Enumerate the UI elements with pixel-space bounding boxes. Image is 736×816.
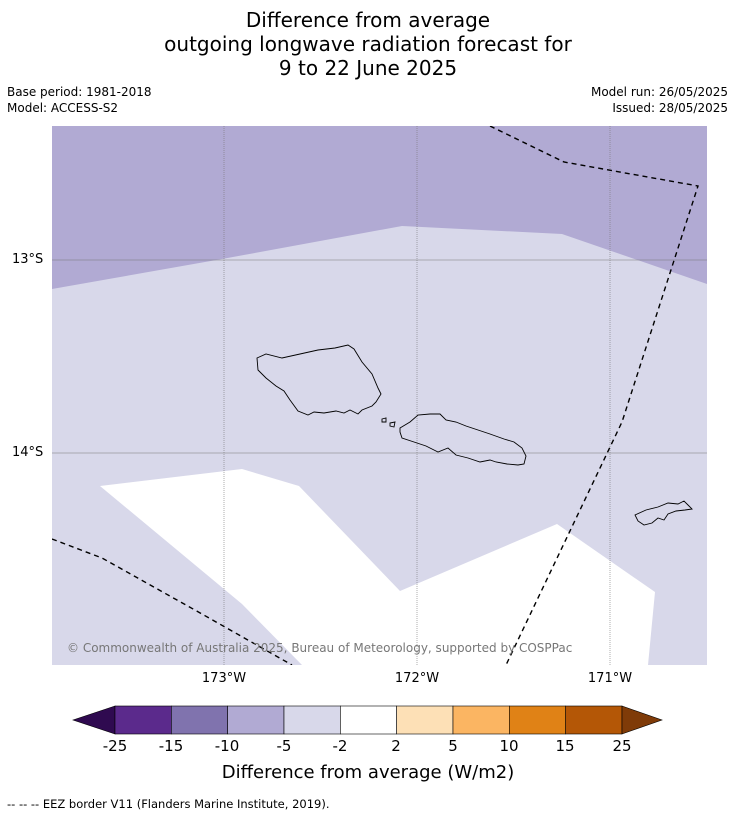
- tutuila-island: [634, 500, 693, 526]
- manono-island: [381, 417, 387, 423]
- title-line-3: 9 to 22 June 2025: [278, 56, 458, 80]
- eez-border-south: [52, 538, 293, 665]
- issued-date: Issued: 28/05/2025: [612, 101, 728, 115]
- colorbar-tick: -5: [276, 737, 292, 755]
- colorbar-tick: 25: [612, 737, 632, 755]
- colorbar-segment: [396, 705, 454, 735]
- eez-legend: -- -- -- EEZ border V11 (Flanders Marine…: [7, 797, 330, 811]
- model-run: Model run: 26/05/2025: [590, 85, 728, 99]
- colorbar-tick: -2: [332, 737, 348, 755]
- colorbar-tick: -10: [214, 737, 240, 755]
- colorbar-tick: 5: [448, 737, 458, 755]
- colorbar-segment: [340, 705, 397, 735]
- colorbar-title: Difference from average (W/m2): [221, 762, 515, 783]
- upolu-island: [399, 413, 527, 466]
- lon-label-172w: 172°W: [394, 671, 440, 686]
- colorbar-segment: [114, 705, 172, 735]
- colorbar-segment: [227, 705, 285, 735]
- anomaly-region-medium: [52, 126, 707, 289]
- colorbar-segment: [452, 705, 510, 735]
- coastlines: [256, 344, 693, 526]
- colorbar-segment: [171, 705, 228, 735]
- colorbar-segment: [509, 705, 566, 735]
- colorbar-tick: 15: [555, 737, 575, 755]
- colorbar-tick: 2: [391, 737, 401, 755]
- eez-border: [52, 126, 699, 665]
- apolima-island: [389, 421, 396, 428]
- savaii-island: [256, 344, 382, 416]
- map-svg: [52, 126, 707, 665]
- base-period: Base period: 1981-2018: [7, 85, 152, 99]
- model-name: Model: ACCESS-S2: [7, 101, 119, 115]
- title-line-2: outgoing longwave radiation forecast for: [164, 32, 572, 56]
- eez-border-east: [489, 126, 699, 665]
- lon-label-171w: 171°W: [587, 671, 633, 686]
- copyright-notice: © Commonwealth of Australia 2025, Bureau…: [67, 641, 573, 655]
- lon-label-173w: 173°W: [201, 671, 247, 686]
- colorbar-tick: -15: [158, 737, 184, 755]
- colorbar-segment: [283, 705, 341, 735]
- colorbar-over-arrow: [621, 705, 663, 735]
- anomaly-region-neutral: [100, 469, 655, 665]
- colorbar-tick: 10: [499, 737, 519, 755]
- colorbar: [72, 705, 663, 735]
- colorbar-segments: [114, 705, 623, 735]
- forecast-map: [52, 126, 707, 665]
- lat-label-13s: 13°S: [12, 252, 44, 267]
- title-line-1: Difference from average: [245, 8, 491, 32]
- lat-label-14s: 14°S: [12, 445, 44, 460]
- colorbar-segment: [565, 705, 623, 735]
- colorbar-tick: -25: [102, 737, 128, 755]
- colorbar-under-arrow: [72, 705, 116, 735]
- gridlines: [52, 126, 707, 665]
